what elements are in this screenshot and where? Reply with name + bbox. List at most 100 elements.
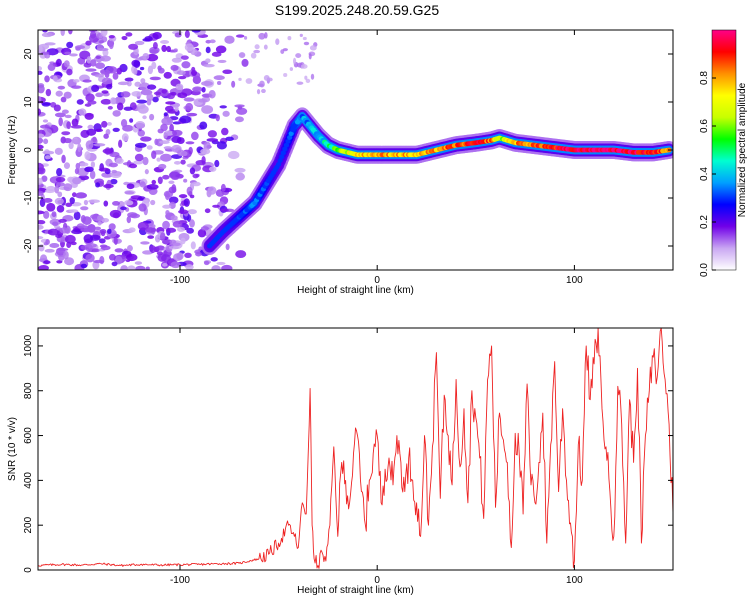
noise-blob — [66, 68, 73, 76]
noise-blob — [134, 81, 141, 87]
noise-blob — [126, 253, 138, 262]
noise-blob — [69, 197, 75, 205]
noise-blob — [250, 52, 257, 59]
noise-blob — [165, 209, 170, 216]
noise-blob — [100, 30, 108, 37]
noise-blob — [65, 202, 73, 208]
noise-blob — [264, 32, 268, 39]
noise-blob — [60, 96, 67, 103]
noise-blob — [120, 91, 131, 98]
noise-blob — [107, 228, 112, 235]
noise-blob — [71, 118, 79, 127]
noise-blob — [149, 245, 156, 254]
noise-blob — [134, 153, 144, 162]
noise-blob — [75, 162, 81, 170]
noise-blob — [169, 239, 177, 244]
noise-blob — [176, 70, 186, 75]
noise-blob — [83, 199, 89, 206]
noise-blob — [63, 183, 73, 192]
noise-blob — [72, 79, 80, 83]
noise-blob — [206, 138, 219, 142]
noise-blob — [43, 138, 49, 145]
noise-blob — [235, 172, 245, 181]
noise-blob — [108, 40, 114, 50]
noise-blob — [146, 145, 153, 150]
noise-blob — [56, 204, 65, 213]
noise-blob — [38, 108, 42, 116]
noise-blob — [170, 64, 179, 71]
noise-blob — [189, 167, 196, 175]
noise-blob — [101, 120, 108, 128]
colorbar-tick-label: 0.8 — [699, 71, 710, 85]
noise-blob — [189, 194, 195, 199]
noise-blob — [38, 133, 45, 138]
noise-blob — [74, 168, 80, 175]
noise-blob — [114, 255, 123, 265]
noise-blob — [111, 261, 118, 267]
noise-blob — [49, 242, 60, 248]
noise-blob — [149, 76, 161, 81]
noise-blob — [57, 85, 66, 90]
noise-blob — [293, 57, 297, 65]
noise-blob — [215, 45, 227, 54]
noise-blob — [222, 110, 230, 117]
noise-blob — [145, 227, 157, 233]
noise-blob — [139, 181, 146, 188]
noise-blob — [156, 245, 165, 251]
noise-blob — [161, 44, 167, 52]
noise-blob — [39, 124, 50, 129]
noise-blob — [158, 67, 165, 74]
noise-blob — [213, 75, 225, 81]
noise-blob — [243, 36, 248, 40]
noise-blob — [221, 127, 229, 136]
noise-blob — [227, 150, 240, 160]
noise-blob — [55, 247, 66, 256]
noise-blob — [295, 53, 302, 58]
noise-blob — [110, 178, 118, 185]
noise-blob — [85, 68, 97, 72]
noise-blob — [128, 163, 138, 169]
x-axis-label: Height of straight line (km) — [297, 585, 414, 596]
noise-blob — [178, 209, 189, 215]
noise-blob — [178, 76, 187, 80]
noise-blob — [56, 182, 65, 187]
colorbar: 0.0 0.2 0.4 0.6 0.8 Normalized spectral ampli… — [699, 29, 748, 277]
noise-blob — [303, 41, 310, 46]
noise-blob — [64, 114, 72, 119]
noise-blob — [140, 136, 152, 142]
noise-blob — [192, 173, 199, 179]
noise-blob — [225, 243, 230, 251]
noise-blob — [80, 214, 86, 223]
noise-blob — [73, 211, 81, 221]
noise-blob — [120, 206, 127, 211]
noise-blob — [191, 181, 201, 187]
noise-blob — [200, 148, 211, 155]
noise-blob — [63, 91, 72, 99]
noise-blob — [56, 260, 63, 264]
noise-blob — [185, 141, 195, 145]
colorbar-tick-label: 0.0 — [699, 263, 710, 277]
y-tick-label: 800 — [23, 382, 34, 399]
noise-blob — [191, 30, 201, 33]
noise-blob — [54, 112, 66, 118]
noise-blob — [70, 124, 83, 129]
noise-blob — [85, 40, 92, 46]
noise-blob — [56, 167, 63, 177]
noise-blob — [183, 178, 188, 183]
noise-blob — [54, 185, 60, 194]
noise-blob — [214, 159, 220, 168]
noise-blob — [45, 88, 52, 97]
noise-blob — [85, 243, 97, 248]
noise-blob — [236, 107, 248, 115]
noise-blob — [245, 78, 253, 84]
noise-blob — [176, 252, 184, 261]
noise-blob — [195, 251, 202, 257]
noise-blob — [116, 102, 124, 111]
noise-blob — [38, 210, 45, 215]
x-tick-label: 100 — [566, 575, 583, 586]
noise-blob — [71, 229, 83, 235]
noise-blob — [142, 115, 147, 120]
noise-blob — [216, 261, 226, 265]
